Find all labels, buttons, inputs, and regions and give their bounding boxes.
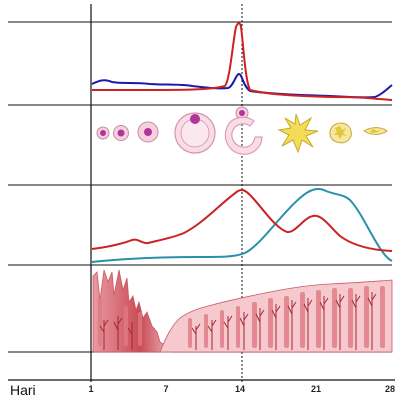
progesterone-curve <box>91 188 393 263</box>
day-tick-14: 14 <box>235 384 245 394</box>
endometrium-panel <box>92 269 393 353</box>
lh-curve <box>92 22 393 101</box>
ovary-panel <box>96 106 388 155</box>
regressing-corpus-luteum <box>329 122 352 144</box>
corpus-luteum <box>277 113 319 154</box>
released-ovum <box>235 106 249 120</box>
graafian-follicle <box>174 112 216 154</box>
estrogen-curve <box>91 189 393 252</box>
day-tick-1: 1 <box>88 384 93 394</box>
day-tick-7: 7 <box>163 384 168 394</box>
ovarian-hormone-panel <box>91 188 393 263</box>
day-axis-label: Hari <box>10 382 36 398</box>
day-tick-21: 21 <box>311 384 321 394</box>
day-tick-28: 28 <box>385 384 395 394</box>
primordial-follicle-1 <box>96 126 110 140</box>
primordial-follicle-2 <box>113 125 129 141</box>
secondary-follicle <box>137 121 159 143</box>
ruptured-follicle <box>224 116 263 155</box>
endometrial-glands <box>98 286 385 348</box>
corpus-albicans <box>363 127 388 135</box>
gonadotropin-panel <box>91 22 393 101</box>
spiral-arteries <box>99 292 377 350</box>
